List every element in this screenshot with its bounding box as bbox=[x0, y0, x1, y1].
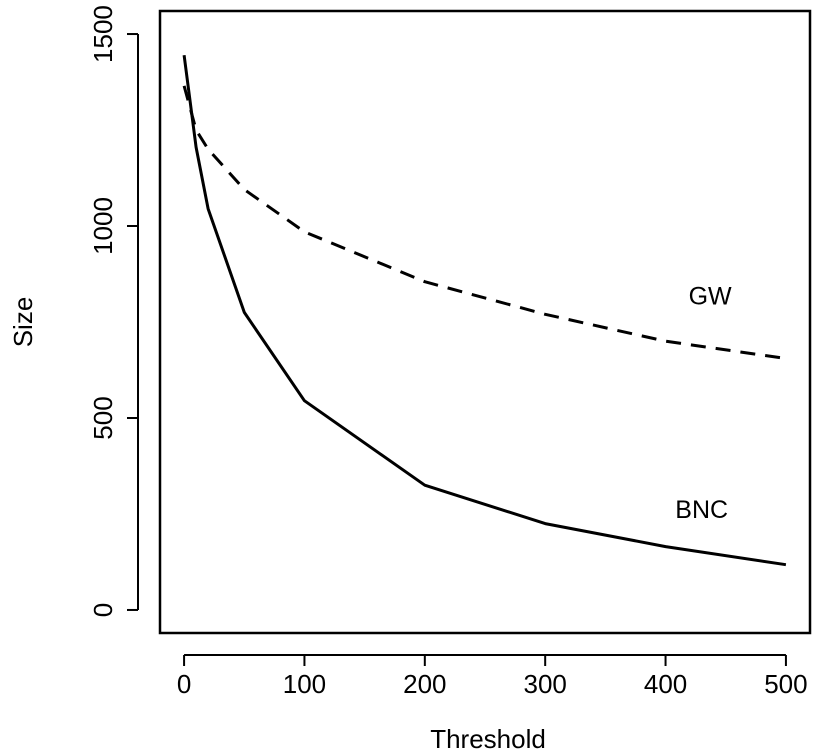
y-tick-label: 1500 bbox=[88, 5, 118, 63]
x-tick-label: 500 bbox=[764, 669, 807, 699]
x-tick-label: 0 bbox=[177, 669, 191, 699]
series-line-bnc bbox=[182, 55, 787, 567]
x-axis: 0 100 200 300 400 500 bbox=[177, 654, 808, 699]
series-label-gw: GW bbox=[689, 283, 732, 311]
x-axis-title: Threshold bbox=[430, 724, 546, 754]
y-axis-title: Size bbox=[8, 297, 38, 348]
y-tick-label: 1000 bbox=[88, 197, 118, 255]
series-layer bbox=[182, 55, 787, 567]
series-labels: GW BNC bbox=[675, 283, 732, 524]
x-tick-label: 100 bbox=[283, 669, 326, 699]
y-tick-label: 0 bbox=[88, 603, 118, 617]
series-label-bnc: BNC bbox=[675, 496, 728, 524]
x-tick-label: 300 bbox=[523, 669, 566, 699]
series-line-gw bbox=[182, 85, 787, 360]
y-axis: 0 500 1000 1500 bbox=[88, 5, 139, 617]
y-tick-label: 500 bbox=[88, 396, 118, 439]
plot-frame bbox=[158, 9, 812, 635]
x-tick-label: 200 bbox=[403, 669, 446, 699]
x-tick-label: 400 bbox=[644, 669, 687, 699]
